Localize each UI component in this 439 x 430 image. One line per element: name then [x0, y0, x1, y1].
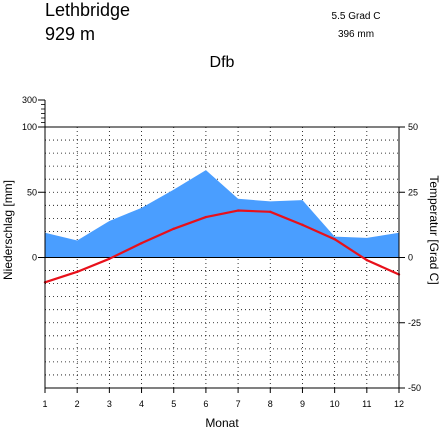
temperature-point [365, 258, 369, 262]
temperature-point [140, 241, 143, 245]
x-tick-label: 12 [394, 399, 404, 409]
right-tick-label: 0 [408, 253, 413, 263]
x-tick-label: 7 [236, 399, 241, 409]
temperature-point [269, 210, 272, 214]
x-tick-label: 6 [203, 399, 208, 409]
precipitation-axis: 0 50 100 300 [22, 95, 46, 263]
right-tick-label: 25 [408, 187, 418, 197]
temperature-point [204, 215, 208, 219]
x-axis-label: Monat [205, 416, 239, 430]
x-tick-label: 9 [300, 399, 305, 409]
temperature-point [236, 209, 240, 212]
x-tick-label: 2 [75, 399, 80, 409]
x-tick-label: 8 [268, 399, 273, 409]
right-tick-label: -25 [408, 318, 421, 328]
right-tick-label: -50 [408, 383, 421, 393]
left-axis-label: Niederschlag [mm] [1, 180, 15, 280]
climate-class: Dfb [210, 54, 235, 71]
temperature-point [108, 257, 111, 261]
temperature-point [172, 227, 175, 230]
annual-precipitation: 396 mm [338, 29, 374, 40]
x-tick-label: 3 [107, 399, 112, 409]
temperature-point [75, 270, 79, 274]
x-tick-label: 1 [42, 399, 47, 409]
left-tick-label: 300 [22, 95, 37, 105]
right-axis-label: Temperatur [Grad C] [427, 175, 439, 284]
temperature-polyline [44, 209, 400, 284]
temperature-line [43, 209, 401, 284]
left-tick-label: 100 [22, 122, 37, 132]
x-tick-label: 5 [171, 399, 176, 409]
mean-temperature: 5.5 Grad C [332, 11, 381, 22]
right-tick-label: 50 [408, 122, 418, 132]
month-axis: 1 2 3 4 5 6 7 8 9 10 11 12 [42, 388, 404, 409]
left-tick-label: 0 [32, 253, 37, 263]
temperature-axis: 50 25 0 -25 -50 [399, 122, 421, 393]
x-tick-label: 4 [139, 399, 144, 409]
x-tick-label: 11 [362, 399, 371, 409]
temperature-point [333, 238, 336, 241]
left-tick-label: 50 [27, 187, 37, 197]
temperature-point [301, 223, 304, 227]
x-tick-label: 10 [330, 399, 340, 409]
header: Lethbridge 929 m 5.5 Grad C 396 mm Dfb [45, 0, 380, 71]
station-elevation: 929 m [45, 24, 95, 44]
station-name: Lethbridge [45, 0, 130, 20]
